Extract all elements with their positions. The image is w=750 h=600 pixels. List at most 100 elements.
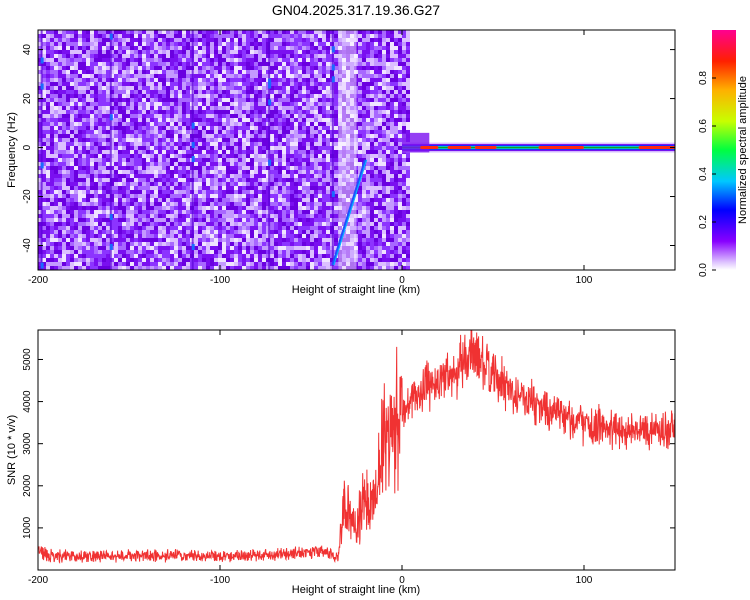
heatmap-cell (150, 242, 154, 246)
heatmap-cell (250, 82, 254, 86)
heatmap-cell (386, 102, 390, 106)
heatmap-cell (150, 182, 154, 186)
heatmap-cell (310, 94, 314, 98)
heatmap-cell (98, 74, 102, 78)
heatmap-cell (74, 142, 78, 146)
heatmap-cell (250, 50, 254, 54)
heatmap-cell (70, 114, 74, 118)
heatmap-cell (286, 46, 290, 50)
heatmap-cell (94, 126, 98, 130)
heatmap-cell (302, 162, 306, 166)
heatmap-cell (386, 54, 390, 58)
heatmap-cell (290, 130, 294, 134)
heatmap-cell (62, 158, 66, 162)
heatmap-cell (198, 70, 202, 74)
heatmap-cell (278, 194, 282, 198)
heatmap-cell (266, 90, 270, 94)
heatmap-cell (374, 70, 378, 74)
heatmap-cell (398, 238, 402, 242)
heatmap-cell (386, 66, 390, 70)
heatmap-cell (246, 138, 250, 142)
heatmap-cell (230, 178, 234, 182)
heatmap-cell (278, 158, 282, 162)
heatmap-cell (266, 98, 270, 102)
heatmap-cell (134, 198, 138, 202)
heatmap-cell (58, 170, 62, 174)
heatmap-cell (370, 38, 374, 42)
heatmap-cell (374, 234, 378, 238)
heatmap-cell (162, 70, 166, 74)
heatmap-cell (74, 190, 78, 194)
heatmap-cell (142, 194, 146, 198)
heatmap-cell (94, 106, 98, 110)
heatmap-cell (134, 54, 138, 58)
heatmap-cell (218, 126, 222, 130)
heatmap-cell (250, 110, 254, 114)
heatmap-cell (322, 218, 326, 222)
heatmap-cell (326, 206, 330, 210)
heatmap-cell (202, 118, 206, 122)
heatmap-cell (150, 118, 154, 122)
heatmap-cell (342, 190, 346, 194)
heatmap-cell (406, 30, 410, 34)
heatmap-cell (326, 234, 330, 238)
heatmap-cell (54, 242, 58, 246)
heatmap-cell (234, 110, 238, 114)
heatmap-cell (298, 54, 302, 58)
heatmap-cell (50, 210, 54, 214)
heatmap-cell (214, 142, 218, 146)
heatmap-cell (62, 118, 66, 122)
heatmap-cell (294, 142, 298, 146)
heatmap-cell (102, 82, 106, 86)
heatmap-cell (226, 62, 230, 66)
heatmap-cell (94, 222, 98, 226)
heatmap-cell (234, 230, 238, 234)
heatmap-cell (118, 142, 122, 146)
heatmap-cell (186, 66, 190, 70)
heatmap-cell (266, 58, 270, 62)
heatmap-cell (386, 46, 390, 50)
heatmap-cell (342, 114, 346, 118)
heatmap-cell (130, 110, 134, 114)
heatmap-cell (398, 166, 402, 170)
heatmap-cell (114, 102, 118, 106)
heatmap-cell (314, 74, 318, 78)
heatmap-cell (46, 170, 50, 174)
heatmap-cell (102, 110, 106, 114)
heatmap-cell (266, 190, 270, 194)
heatmap-cell (246, 162, 250, 166)
heatmap-cell (194, 130, 198, 134)
heatmap-cell (182, 134, 186, 138)
heatmap-cell (334, 66, 338, 70)
heatmap-cell (282, 234, 286, 238)
heatmap-cell (66, 206, 70, 210)
heatmap-cell (322, 70, 326, 74)
heatmap-cell (186, 166, 190, 170)
heatmap-cell (82, 162, 86, 166)
heatmap-cell (350, 234, 354, 238)
heatmap-cell (362, 50, 366, 54)
heatmap-cell (134, 82, 138, 86)
heatmap-cell (90, 146, 94, 150)
heatmap-cell (86, 226, 90, 230)
heatmap-cell (278, 94, 282, 98)
heatmap-cell (282, 166, 286, 170)
heatmap-cell (262, 98, 266, 102)
heatmap-cell (262, 130, 266, 134)
heatmap-cell (74, 206, 78, 210)
heatmap-cell (98, 226, 102, 230)
heatmap-cell (210, 162, 214, 166)
heatmap-cell (214, 50, 218, 54)
heatmap-cell (346, 50, 350, 54)
heatmap-cell (162, 238, 166, 242)
heatmap-cell (298, 118, 302, 122)
heatmap-cell (102, 154, 106, 158)
heatmap-cell (310, 118, 314, 122)
heatmap-cell (254, 198, 258, 202)
heatmap-cell (138, 130, 142, 134)
heatmap-cell (170, 218, 174, 222)
heatmap-cell (258, 154, 262, 158)
heatmap-cell (158, 218, 162, 222)
heatmap-cell (62, 46, 66, 50)
heatmap-cell (294, 66, 298, 70)
